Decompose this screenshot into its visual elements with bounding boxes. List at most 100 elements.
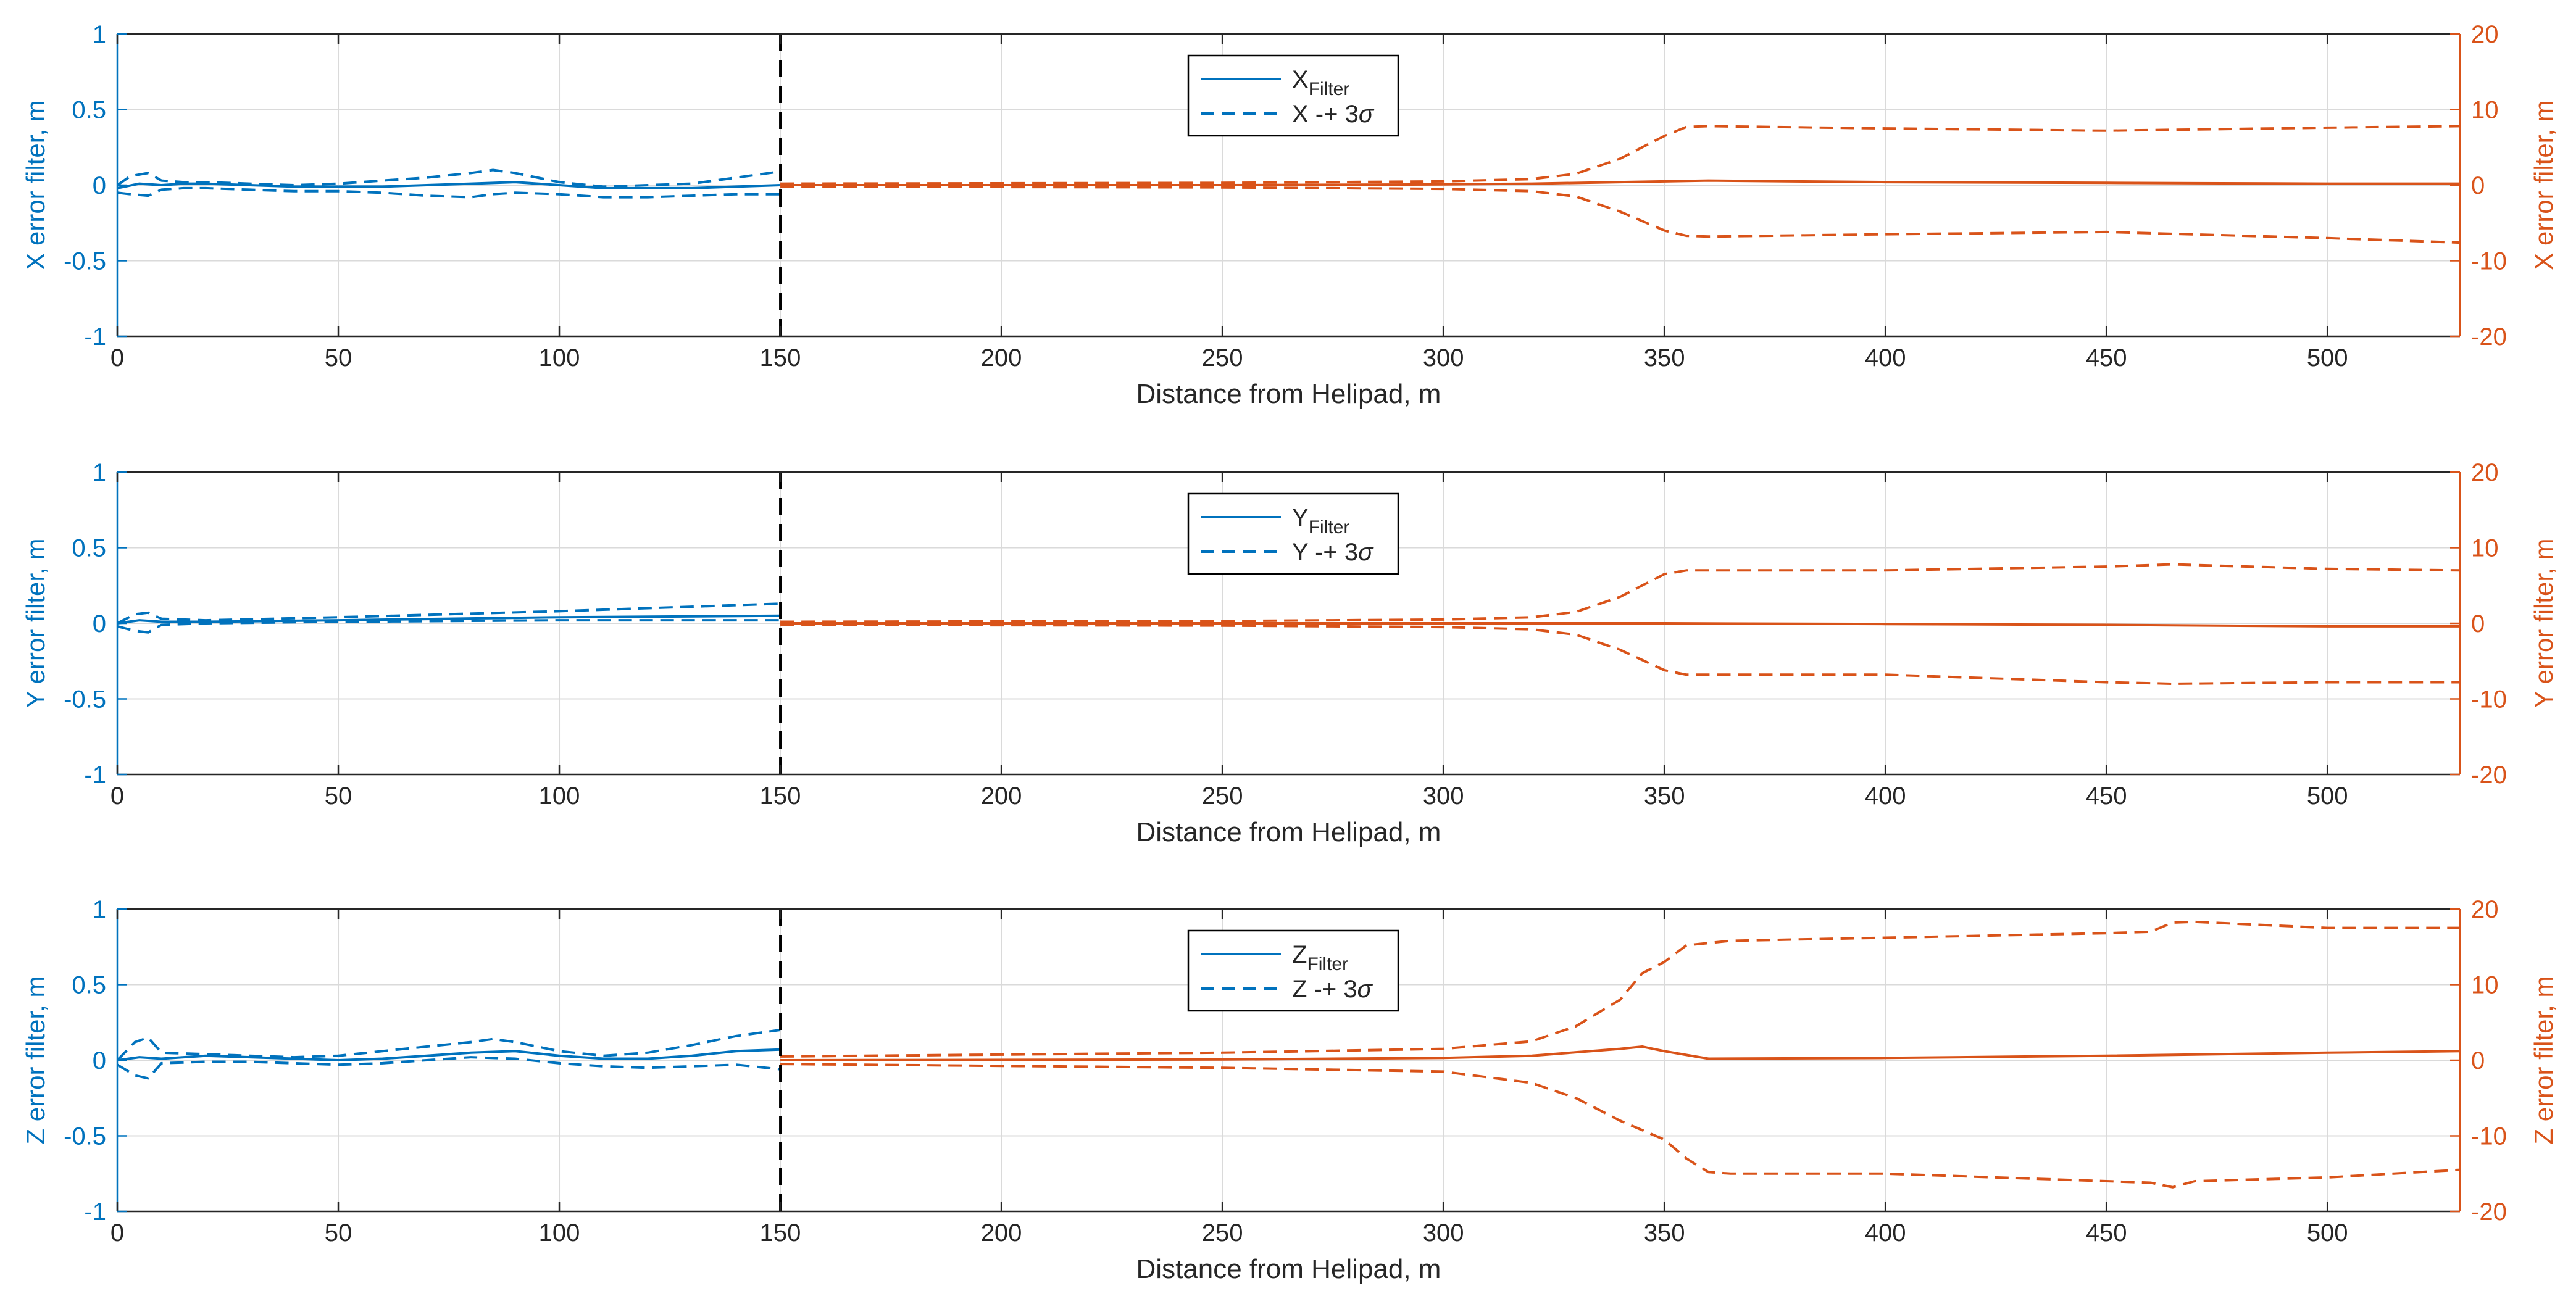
series-line-upper-right <box>780 563 2460 623</box>
x-tick-label: 500 <box>2307 1219 2348 1247</box>
series-line-upper-right <box>780 920 2460 1058</box>
series-line-lower-right <box>780 623 2460 685</box>
y-tick-label-left: -1 <box>84 1198 106 1226</box>
x-tick-label: 250 <box>1202 783 1243 810</box>
x-tick-label: 150 <box>760 783 801 810</box>
y-tick-label-right: 20 <box>2471 21 2499 48</box>
series-line-filter-right <box>780 1045 2460 1061</box>
chart-panel-2: 0 50 100 150 200 250 300 350 400 450 500-1-0.500.5… <box>21 459 2558 847</box>
y-tick-label-left: 0 <box>93 1047 106 1074</box>
legend-box <box>1187 492 1399 575</box>
y-tick-label-left: 1 <box>93 896 106 923</box>
y-tick-label-left: -1 <box>84 323 106 351</box>
x-tick-label: 100 <box>539 344 580 372</box>
y-tick-label-left: 0.5 <box>72 97 106 124</box>
y-tick-label-right: 0 <box>2471 172 2485 199</box>
y-axis-label-left: Z error filter, m <box>21 976 50 1144</box>
x-tick-label: 100 <box>539 1219 580 1247</box>
x-tick-label: 400 <box>1865 783 1906 810</box>
x-tick-label: 250 <box>1202 344 1243 372</box>
y-tick-label-right: 20 <box>2471 896 2499 923</box>
y-tick-label-left: -0.5 <box>64 1123 106 1150</box>
y-tick-label-right: -10 <box>2471 248 2507 275</box>
y-axis-label-right: X error filter, m <box>2529 100 2558 270</box>
y-tick-label-left: 0.5 <box>72 535 106 562</box>
series-group <box>117 920 2460 1189</box>
legend-label: Z -+ 3σ <box>1292 976 1373 1003</box>
legend-label: Y -+ 3σ <box>1292 539 1374 566</box>
y-tick-label-right: 10 <box>2471 97 2499 124</box>
legend-label: X -+ 3σ <box>1292 101 1375 128</box>
x-tick-label: 400 <box>1865 1219 1906 1247</box>
x-tick-label: 0 <box>110 344 124 372</box>
series-line-lower-left <box>117 1056 781 1080</box>
y-tick-label-right: -20 <box>2471 1198 2507 1226</box>
y-tick-label-right: 20 <box>2471 459 2499 486</box>
y-tick-label-right: -20 <box>2471 762 2507 789</box>
series-line-filter-left <box>117 1048 781 1061</box>
x-axis-label: Distance from Helipad, m <box>1136 379 1441 409</box>
x-tick-label: 300 <box>1423 344 1464 372</box>
x-tick-label: 300 <box>1423 783 1464 810</box>
x-tick-label: 450 <box>2086 1219 2127 1247</box>
legend-box <box>1187 54 1399 137</box>
y-tick-label-right: -20 <box>2471 323 2507 351</box>
y-tick-label-left: 0.5 <box>72 972 106 999</box>
series-line-upper-left <box>117 602 781 625</box>
y-tick-label-left: -0.5 <box>64 248 106 275</box>
series-line-lower-left <box>117 186 781 199</box>
x-tick-label: 350 <box>1644 344 1685 372</box>
x-tick-label: 300 <box>1423 1219 1464 1247</box>
series-line-lower-right <box>780 1063 2460 1189</box>
x-tick-label: 0 <box>110 1219 124 1247</box>
y-axis-label-left: X error filter, m <box>21 100 50 270</box>
x-tick-label: 50 <box>325 1219 352 1247</box>
series-line-filter-left <box>117 181 781 189</box>
x-tick-label: 150 <box>760 344 801 372</box>
series-line-upper-left <box>117 1029 781 1061</box>
y-tick-label-left: -0.5 <box>64 686 106 713</box>
series-line-filter-right <box>780 179 2460 186</box>
chart-panel-3: 0 50 100 150 200 250 300 350 400 450 500-1-0.500.5… <box>21 896 2558 1284</box>
series-line-upper-right <box>780 125 2460 185</box>
legend-box <box>1187 929 1399 1012</box>
x-tick-label: 50 <box>325 344 352 372</box>
y-axis-label-right: Y error filter, m <box>2529 539 2558 708</box>
y-tick-label-right: 10 <box>2471 972 2499 999</box>
x-tick-label: 50 <box>325 783 352 810</box>
series-group <box>117 563 2460 685</box>
y-tick-label-right: 0 <box>2471 610 2485 637</box>
y-tick-label-right: -10 <box>2471 1123 2507 1150</box>
y-tick-label-left: 1 <box>93 21 106 48</box>
x-tick-label: 150 <box>760 1219 801 1247</box>
series-line-lower-right <box>780 185 2460 244</box>
y-tick-label-left: 0 <box>93 610 106 637</box>
x-tick-label: 350 <box>1644 1219 1685 1247</box>
x-tick-label: 100 <box>539 783 580 810</box>
x-tick-label: 0 <box>110 783 124 810</box>
x-tick-label: 500 <box>2307 344 2348 372</box>
x-tick-label: 500 <box>2307 783 2348 810</box>
x-tick-label: 450 <box>2086 344 2127 372</box>
series-line-upper-left <box>117 168 781 188</box>
x-tick-label: 250 <box>1202 1219 1243 1247</box>
x-tick-label: 400 <box>1865 344 1906 372</box>
y-axis-label-right: Z error filter, m <box>2529 976 2558 1144</box>
chart-panel-1: 0 50 100 150 200 250 300 350 400 450 500-1-0.500.5… <box>21 21 2558 409</box>
x-tick-label: 200 <box>981 783 1022 810</box>
y-tick-label-right: 0 <box>2471 1047 2485 1074</box>
x-tick-label: 200 <box>981 1219 1022 1247</box>
x-tick-label: 450 <box>2086 783 2127 810</box>
series-group <box>117 125 2460 244</box>
y-tick-label-right: -10 <box>2471 686 2507 713</box>
x-tick-label: 350 <box>1644 783 1685 810</box>
x-axis-label: Distance from Helipad, m <box>1136 1254 1441 1284</box>
y-tick-label-left: 0 <box>93 172 106 199</box>
series-line-filter-left <box>117 614 781 625</box>
y-axis-label-left: Y error filter, m <box>21 539 50 708</box>
y-tick-label-left: 1 <box>93 459 106 486</box>
